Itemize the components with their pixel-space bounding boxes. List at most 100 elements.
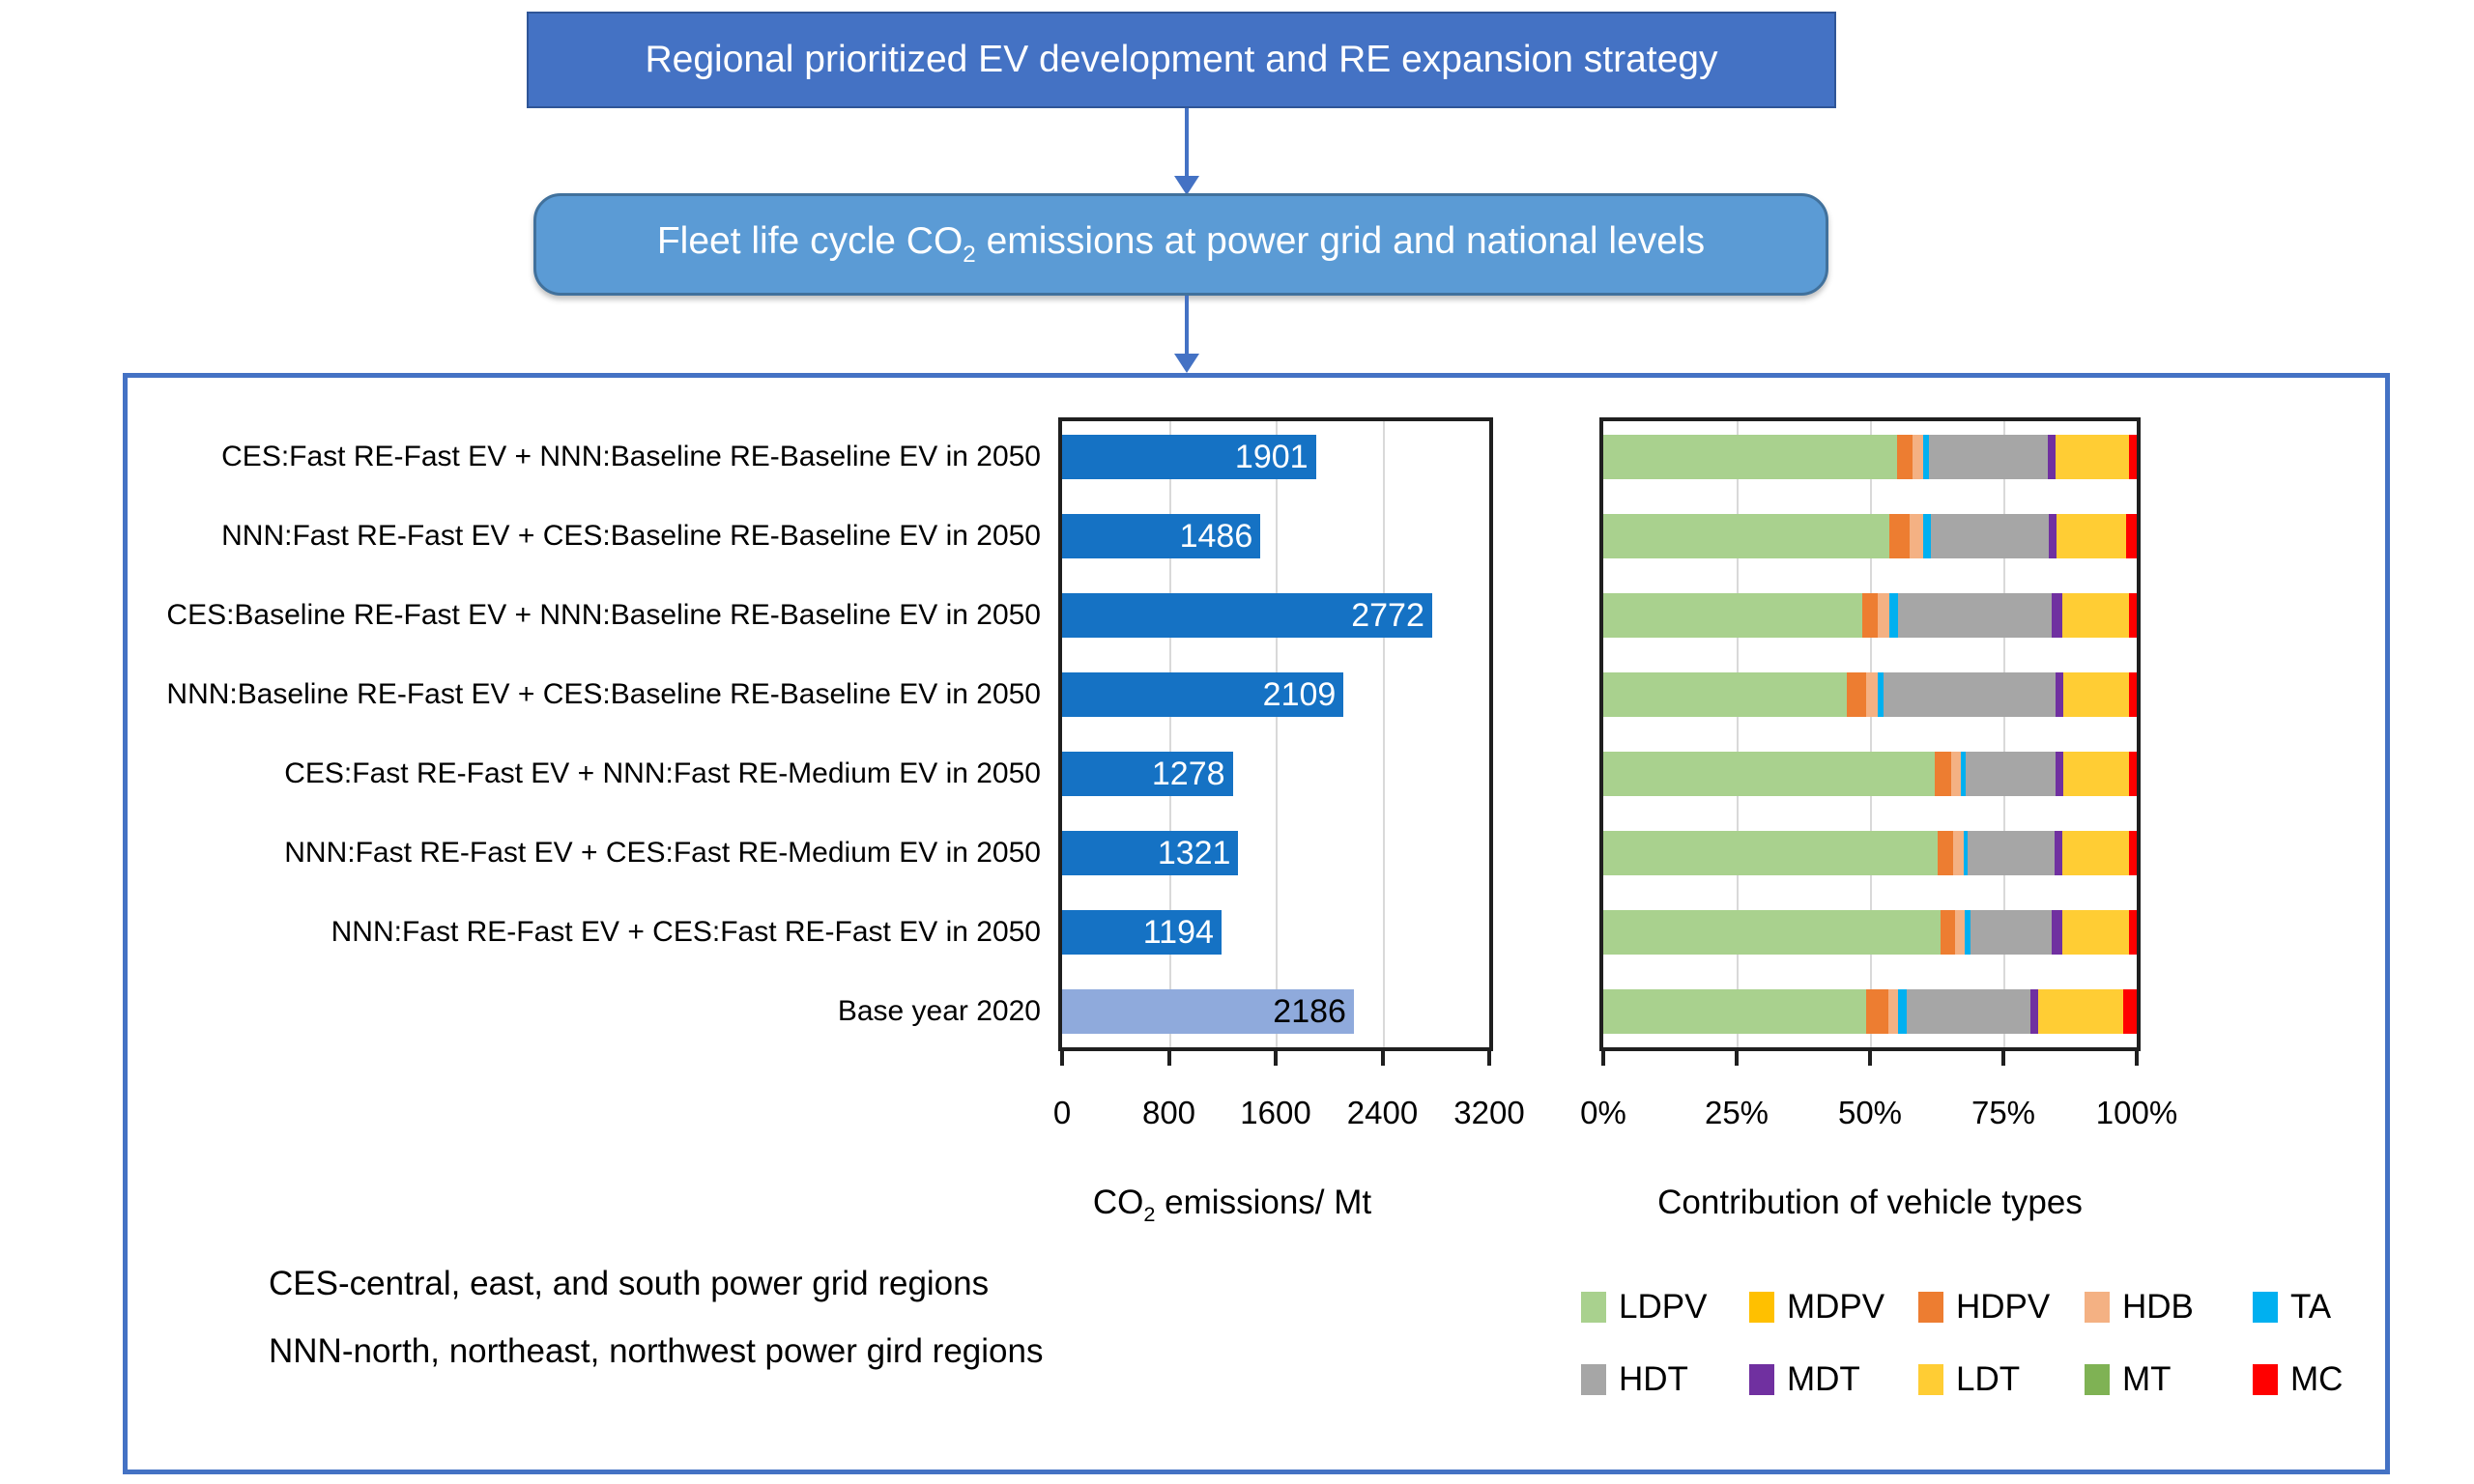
segment-hdb	[1950, 752, 1962, 796]
segment-ldt	[2061, 910, 2129, 955]
category-label: CES:Fast RE-Fast EV + NNN:Fast RE-Medium…	[284, 757, 1041, 789]
segment-hdt	[1965, 752, 2057, 796]
legend-item-ldpv: LDPV	[1581, 1288, 1707, 1327]
segment-mdt	[2047, 435, 2057, 479]
x-tick-contribution	[1735, 1051, 1739, 1066]
x-tick-label-emissions: 0	[1052, 1095, 1072, 1130]
arrow-down-1	[1185, 108, 1189, 178]
category-label: CES:Fast RE-Fast EV + NNN:Baseline RE-Ba…	[221, 441, 1041, 472]
bar-value-label: 2109	[1262, 675, 1337, 713]
bar-value-label: 1486	[1179, 517, 1253, 555]
segment-ta	[1923, 514, 1932, 558]
note-nnn: NNN-north, northeast, northwest power gi…	[269, 1332, 1044, 1370]
category-labels: CES:Fast RE-Fast EV + NNN:Baseline RE-Ba…	[157, 417, 1041, 1051]
segment-mdt	[2054, 831, 2063, 875]
legend-item-ldt: LDT	[1918, 1360, 2020, 1399]
emissions-bar: 1321	[1062, 831, 1239, 875]
segment-mdt	[2052, 593, 2062, 638]
stacked-bar	[1603, 989, 2137, 1034]
x-tick-label-emissions: 3200	[1453, 1095, 1525, 1130]
x-tick-contribution	[2001, 1051, 2005, 1066]
x-tick-label-contribution: 50%	[1837, 1095, 1903, 1130]
category-label: CES:Baseline RE-Fast EV + NNN:Baseline R…	[166, 599, 1041, 631]
arrow-down-1-head-icon	[1174, 176, 1199, 195]
stacked-bar	[1603, 831, 2137, 875]
segment-hdt	[1931, 514, 2049, 558]
co2-subscript: 2	[963, 241, 976, 268]
segment-hdb	[1913, 435, 1923, 479]
segment-hdpv	[1889, 514, 1910, 558]
legend-item-mt: MT	[2085, 1360, 2172, 1399]
x-tick-emissions	[1274, 1051, 1278, 1066]
segment-ldpv	[1603, 989, 1867, 1034]
bar-value-label: 1321	[1157, 834, 1231, 871]
category-label: NNN:Fast RE-Fast EV + CES:Fast RE-Fast E…	[331, 916, 1041, 948]
results-panel: CES:Fast RE-Fast EV + NNN:Baseline RE-Ba…	[123, 373, 2390, 1474]
category-label: NNN:Fast RE-Fast EV + CES:Baseline RE-Ba…	[221, 520, 1041, 552]
segment-ta	[1922, 435, 1929, 479]
legend-label: HDB	[2122, 1288, 2194, 1326]
emissions-bar: 2772	[1062, 593, 1432, 638]
segment-ta	[1898, 989, 1907, 1034]
segment-hdt	[1884, 672, 2057, 717]
stacked-bar	[1603, 514, 2137, 558]
co2-emissions-chart: 1901 1486 2772 2109 1278 1321 1194 2186	[1058, 417, 1493, 1051]
legend-swatch-hdt-icon	[1581, 1364, 1606, 1395]
category-label: Base year 2020	[837, 995, 1041, 1027]
segment-ldpv	[1603, 672, 1847, 717]
stacked-bar	[1603, 910, 2137, 955]
segment-hdpv	[1896, 435, 1913, 479]
x-tick-label-emissions: 1600	[1240, 1095, 1311, 1130]
strategy-box-label: Regional prioritized EV development and …	[645, 38, 1718, 80]
segment-ldt	[2038, 989, 2123, 1034]
segment-ta	[1961, 752, 1966, 796]
legend-label: MC	[2290, 1360, 2344, 1398]
x-axis-title-contribution: Contribution of vehicle types	[1657, 1184, 2083, 1221]
note-ces: CES-central, east, and south power grid …	[269, 1265, 990, 1302]
x-axis-title-emissions: CO2 emissions/ Mt	[1092, 1184, 1372, 1226]
legend-label: MDT	[1787, 1360, 1860, 1398]
segment-hdb	[1887, 989, 1899, 1034]
segment-hdb	[1878, 593, 1890, 638]
segment-ta	[1963, 831, 1968, 875]
segment-ta	[1965, 910, 1971, 955]
x-tick-emissions	[1166, 1051, 1171, 1066]
legend-item-hdpv: HDPV	[1918, 1288, 2050, 1327]
segment-ta	[1878, 672, 1884, 717]
legend-label: TA	[2290, 1288, 2332, 1326]
emissions-bar: 1278	[1062, 752, 1233, 796]
segment-hdpv	[1846, 672, 1867, 717]
strategy-box: Regional prioritized EV development and …	[527, 12, 1836, 108]
segment-hdt	[1971, 910, 2053, 955]
legend-label: HDPV	[1956, 1288, 2051, 1326]
legend-item-mc: MC	[2253, 1360, 2343, 1399]
segment-ldpv	[1603, 752, 1936, 796]
emissions-bar: 1194	[1062, 910, 1222, 955]
arrow-down-2	[1185, 296, 1189, 356]
x-tick-label-contribution: 100%	[2095, 1095, 2178, 1130]
segment-hdpv	[1935, 752, 1951, 796]
legend-item-hdt: HDT	[1581, 1360, 1688, 1399]
segment-mc	[2128, 910, 2137, 955]
segment-hdb	[1909, 514, 1924, 558]
x-tick-label-emissions: 800	[1141, 1095, 1196, 1130]
segment-hdb	[1953, 831, 1964, 875]
x-tick-label-emissions: 2400	[1346, 1095, 1419, 1130]
segment-mdt	[2030, 989, 2039, 1034]
emissions-bar: 2186	[1062, 989, 1354, 1034]
segment-mc	[2128, 435, 2137, 479]
legend-item-hdb: HDB	[2085, 1288, 2194, 1327]
legend-swatch-mt-icon	[2085, 1364, 2110, 1395]
segment-ldpv	[1603, 514, 1890, 558]
gridline-left	[1168, 421, 1171, 1047]
bar-value-label: 2186	[1273, 992, 1346, 1030]
legend-swatch-ldpv-icon	[1581, 1292, 1606, 1323]
segment-hdt	[1906, 989, 2031, 1034]
stacked-bar	[1603, 672, 2137, 717]
gridline-left	[1276, 421, 1278, 1047]
segment-ldpv	[1603, 831, 1938, 875]
segment-hdb	[1954, 910, 1966, 955]
x-tick-emissions	[1380, 1051, 1385, 1066]
segment-mdt	[2056, 752, 2064, 796]
